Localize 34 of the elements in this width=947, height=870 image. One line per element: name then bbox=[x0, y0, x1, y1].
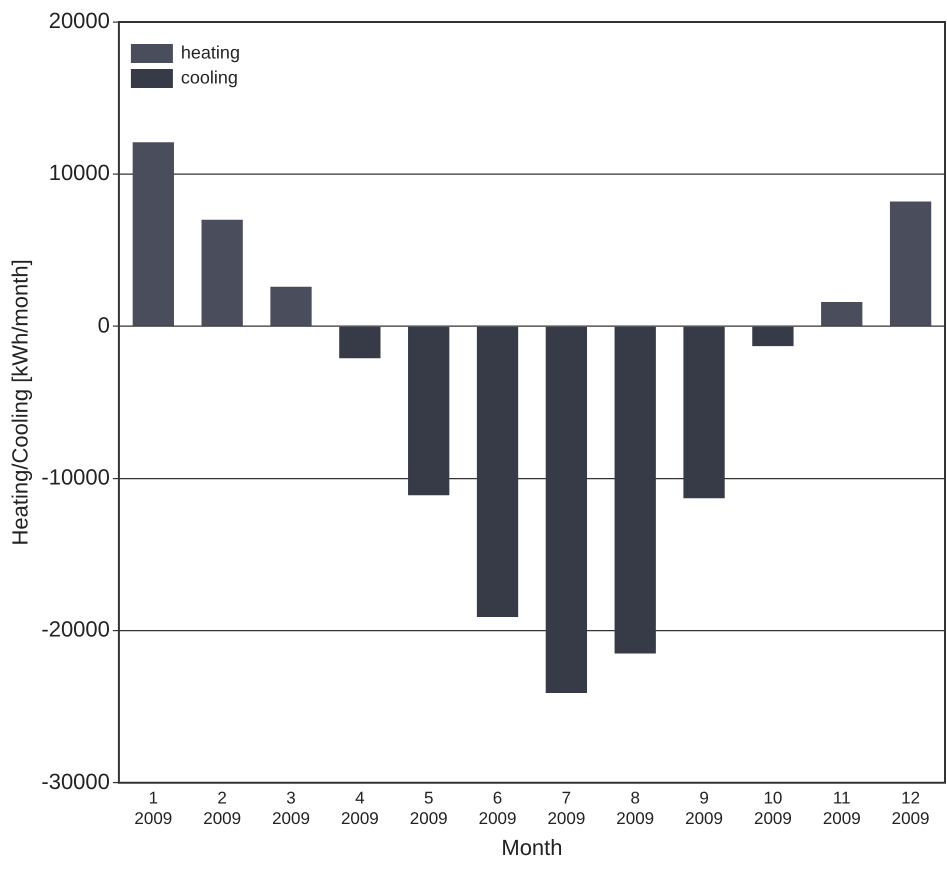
x-tick-label: 6 2009 bbox=[478, 788, 516, 828]
y-tick-label: -20000 bbox=[41, 616, 110, 642]
y-tick-label: 10000 bbox=[48, 160, 110, 186]
bar bbox=[132, 142, 174, 326]
bar bbox=[752, 326, 794, 346]
bar bbox=[270, 286, 312, 326]
y-tick-label: -30000 bbox=[41, 768, 110, 794]
x-tick-label: 4 2009 bbox=[340, 788, 379, 828]
x-tick-label: 10 2009 bbox=[754, 788, 792, 828]
x-tick-label: 3 2009 bbox=[272, 788, 310, 828]
bar bbox=[546, 326, 588, 694]
y-tick-label: -10000 bbox=[41, 464, 110, 490]
x-tick-label: 2 2009 bbox=[203, 788, 242, 828]
bar bbox=[683, 326, 725, 498]
bar bbox=[614, 326, 656, 654]
x-tick-label: 9 2009 bbox=[685, 788, 723, 828]
bar bbox=[339, 326, 380, 358]
x-tick-label: 5 2009 bbox=[410, 788, 448, 828]
y-axis-title: Heating/Cooling [kWh/month] bbox=[7, 259, 32, 546]
legend-label: cooling bbox=[180, 67, 238, 88]
bar bbox=[202, 220, 243, 326]
x-tick-label: 12 2009 bbox=[892, 788, 930, 828]
x-tick-label: 7 2009 bbox=[547, 788, 586, 828]
x-tick-label: 8 2009 bbox=[616, 788, 654, 828]
y-tick-label: 20000 bbox=[48, 8, 110, 34]
y-tick-label: 0 bbox=[98, 312, 110, 338]
bar bbox=[476, 326, 518, 617]
legend-label: heating bbox=[180, 42, 240, 62]
bar bbox=[890, 202, 932, 326]
x-tick-label: 1 2009 bbox=[134, 788, 172, 828]
bar bbox=[821, 302, 862, 326]
x-axis-title: Month bbox=[501, 834, 563, 860]
bar bbox=[408, 326, 450, 496]
x-tick-label: 11 2009 bbox=[822, 788, 861, 828]
